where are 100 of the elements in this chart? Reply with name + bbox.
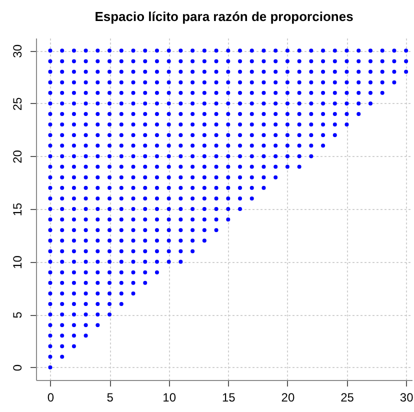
point	[131, 175, 136, 180]
point	[72, 344, 76, 348]
point	[72, 112, 76, 116]
point	[344, 70, 349, 74]
point	[250, 112, 254, 116]
point	[119, 196, 124, 200]
point	[297, 133, 302, 138]
point	[96, 312, 100, 317]
point	[297, 90, 302, 95]
point	[238, 175, 242, 180]
point	[143, 48, 148, 53]
point	[143, 164, 148, 169]
point	[262, 164, 266, 169]
point	[154, 270, 159, 274]
point	[226, 80, 230, 84]
point	[143, 133, 148, 138]
point	[202, 80, 206, 84]
point	[344, 80, 349, 84]
point	[48, 186, 52, 190]
point	[332, 90, 337, 95]
point	[202, 207, 206, 211]
point	[238, 101, 242, 106]
point	[143, 260, 148, 264]
point	[131, 291, 136, 296]
point	[392, 70, 396, 74]
point	[154, 207, 159, 211]
point	[84, 59, 88, 64]
point	[72, 196, 76, 200]
point	[202, 59, 206, 64]
point	[190, 228, 195, 232]
point	[190, 249, 195, 254]
point	[108, 238, 112, 243]
point	[48, 90, 52, 95]
point	[274, 122, 278, 127]
point	[321, 144, 326, 148]
point	[190, 59, 195, 64]
point	[60, 175, 64, 180]
point	[380, 59, 384, 64]
point	[72, 59, 76, 64]
point	[166, 48, 171, 53]
point	[154, 186, 159, 190]
point	[166, 218, 171, 222]
point	[202, 218, 206, 222]
point	[119, 291, 124, 296]
point	[108, 59, 112, 64]
point	[60, 144, 64, 148]
point	[143, 249, 148, 254]
point	[321, 122, 326, 127]
point	[48, 164, 52, 169]
point	[108, 260, 112, 264]
point	[190, 80, 195, 84]
point	[84, 238, 88, 243]
point	[96, 90, 100, 95]
point	[178, 48, 183, 53]
point	[131, 238, 136, 243]
point	[368, 80, 372, 84]
point	[108, 133, 112, 138]
point	[131, 280, 136, 285]
x-tick-label: 20	[281, 390, 295, 404]
point	[119, 101, 124, 106]
point	[226, 59, 230, 64]
point	[274, 90, 278, 95]
point	[178, 218, 183, 222]
point	[108, 154, 112, 158]
point	[238, 48, 242, 53]
point	[178, 249, 183, 254]
point	[226, 122, 230, 127]
point	[131, 164, 136, 169]
point	[131, 260, 136, 264]
point	[96, 280, 100, 285]
point	[72, 323, 76, 328]
point	[143, 112, 148, 116]
point	[226, 218, 230, 222]
point	[96, 302, 100, 306]
point	[72, 175, 76, 180]
point	[332, 59, 337, 64]
point	[332, 48, 337, 53]
point	[274, 164, 278, 169]
point	[72, 122, 76, 127]
point	[190, 238, 195, 243]
point	[202, 133, 206, 138]
point	[143, 186, 148, 190]
point	[166, 186, 171, 190]
point	[190, 144, 195, 148]
point	[166, 144, 171, 148]
point	[238, 164, 242, 169]
point	[48, 154, 52, 158]
point	[190, 70, 195, 74]
point	[119, 207, 124, 211]
point	[356, 70, 361, 74]
point	[60, 228, 64, 232]
point	[262, 122, 266, 127]
point	[96, 48, 100, 53]
point	[321, 112, 326, 116]
point	[60, 122, 64, 127]
point	[309, 59, 314, 64]
point	[84, 323, 88, 328]
point	[108, 302, 112, 306]
point	[48, 207, 52, 211]
point	[178, 238, 183, 243]
